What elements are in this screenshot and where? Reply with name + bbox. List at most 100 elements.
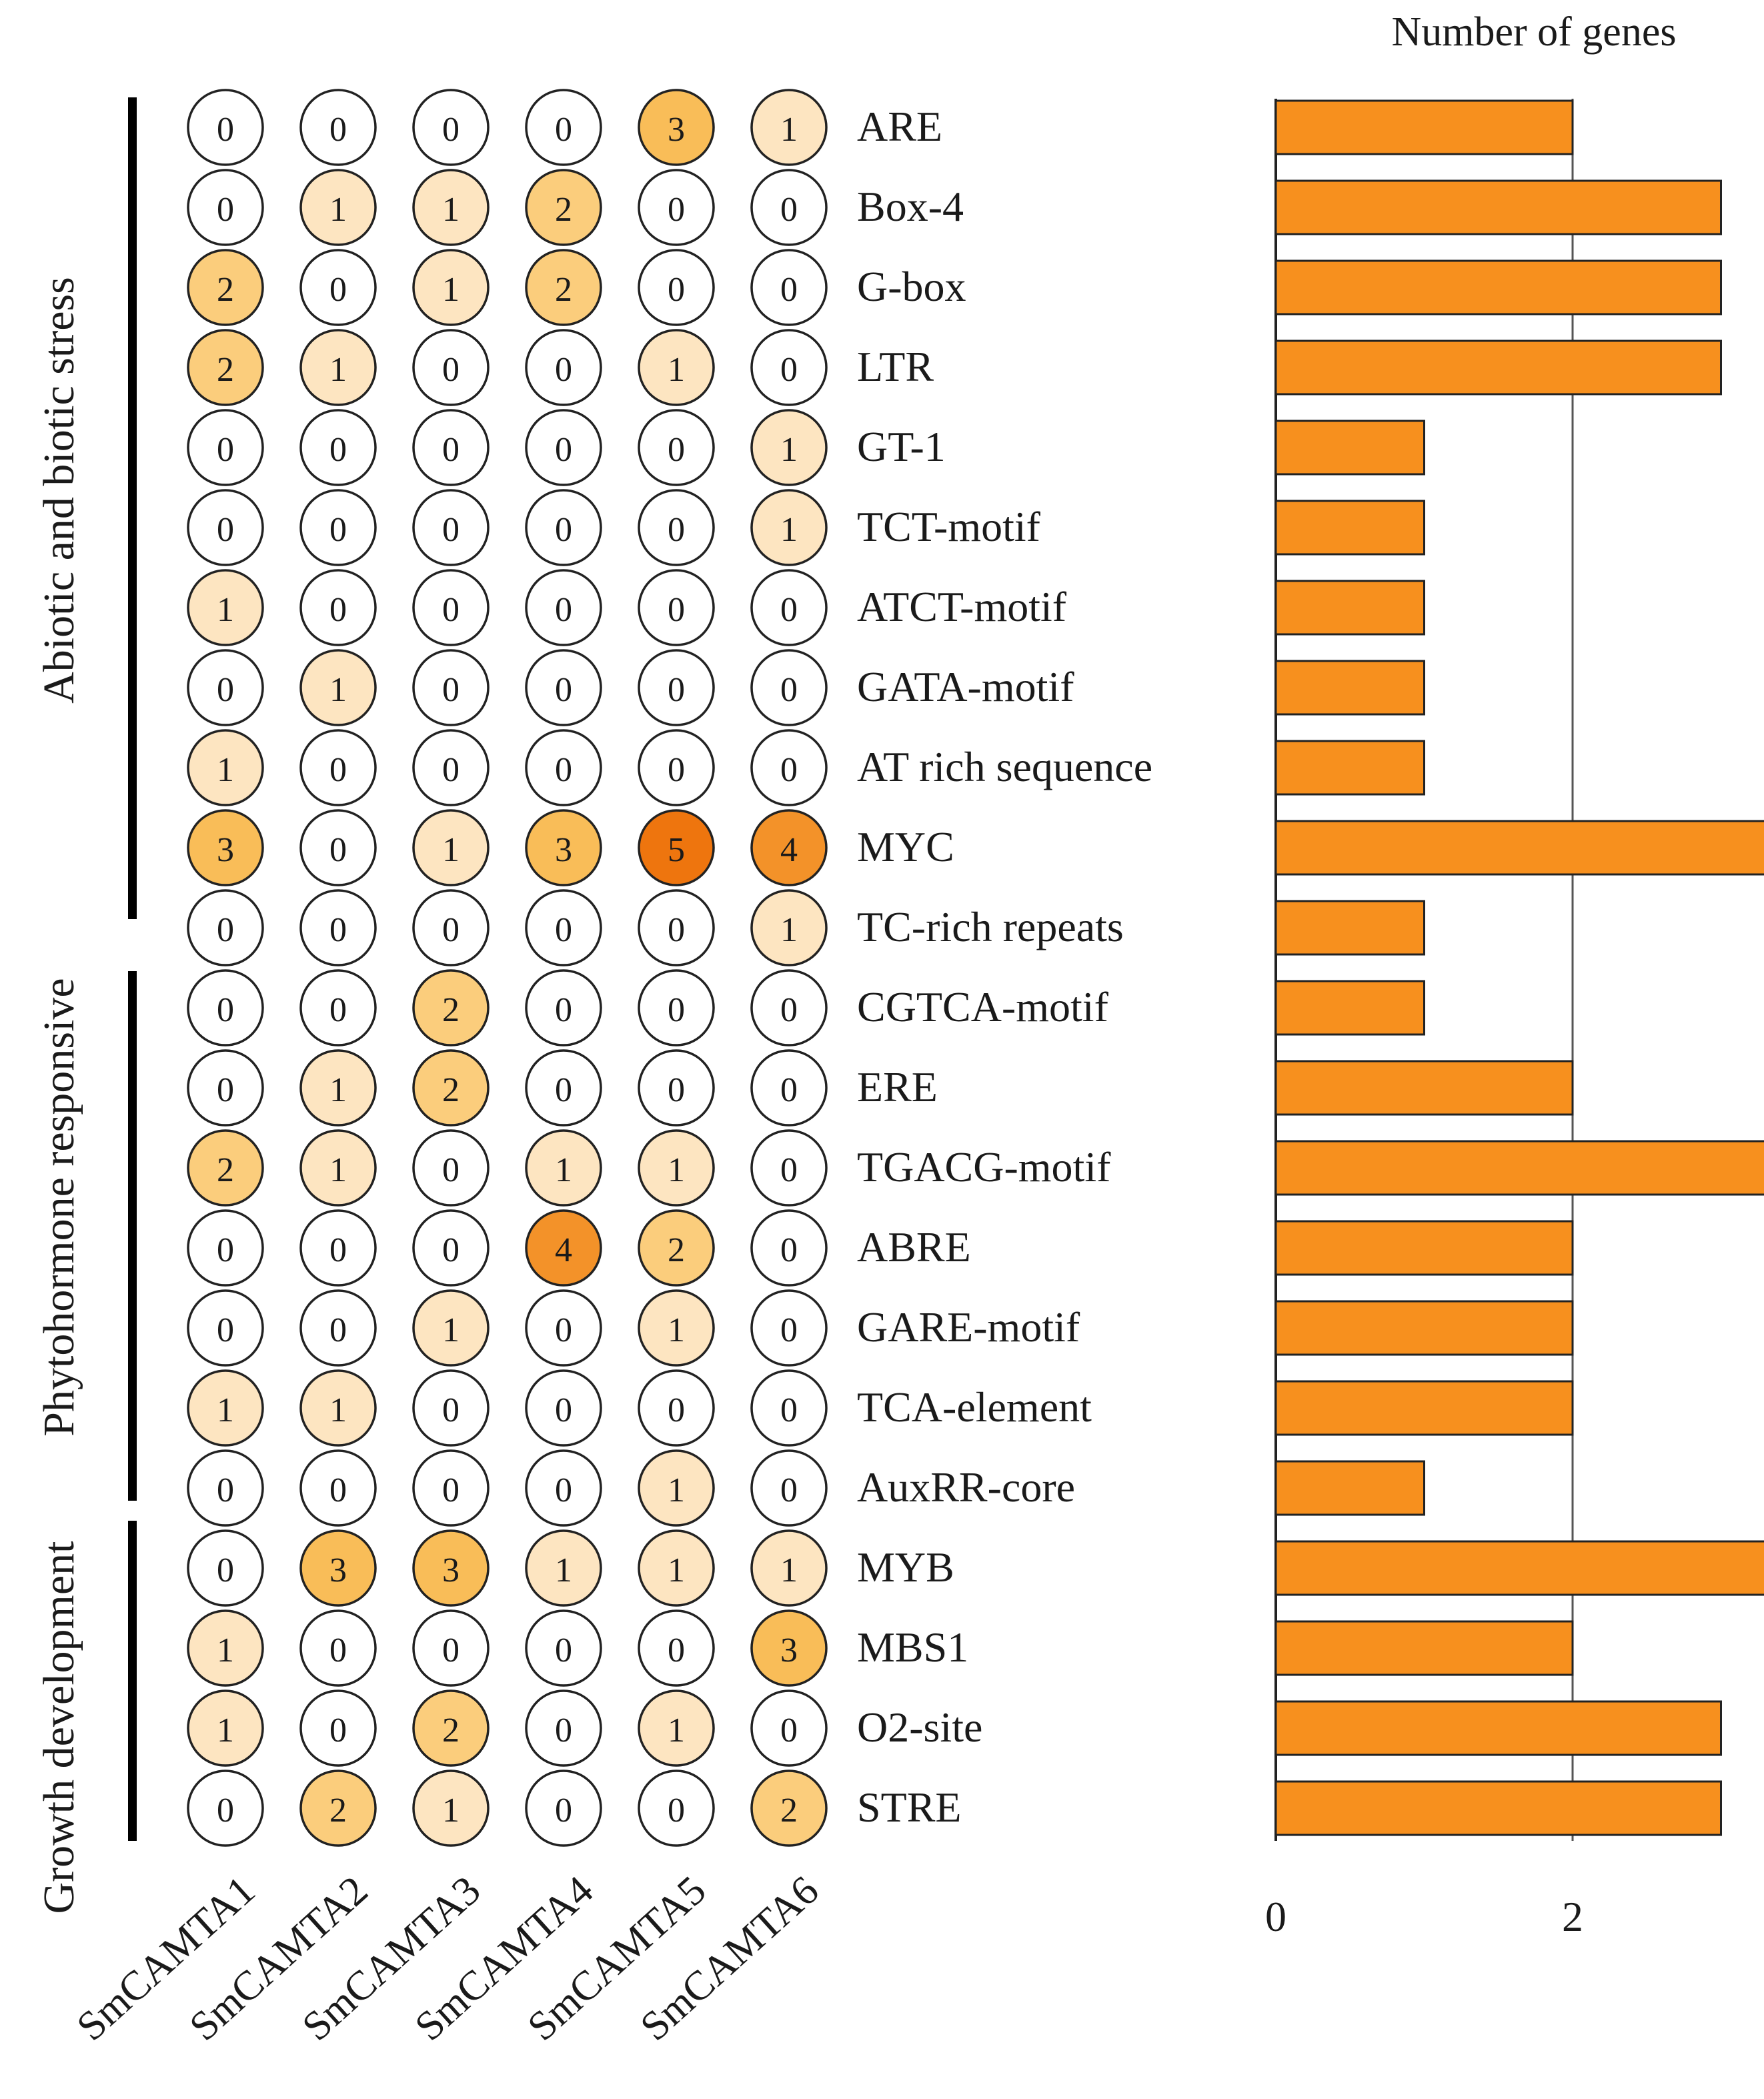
heat-cell (299, 249, 377, 326)
heat-cell-value: 0 (668, 1631, 685, 1669)
element-label: O2-site (857, 1703, 982, 1751)
heat-cell-value: 0 (217, 911, 234, 949)
heat-cell-value: 0 (217, 431, 234, 469)
heat-cell-value: 0 (555, 1071, 572, 1109)
element-label: TGACG-motif (857, 1143, 1111, 1191)
heat-cell-value: 2 (329, 1792, 347, 1830)
bar (1274, 500, 1425, 556)
heat-cell-value: 0 (217, 991, 234, 1029)
heat-cell-value: 0 (668, 591, 685, 629)
heat-cell-value: 0 (329, 511, 347, 549)
heat-cell (187, 329, 264, 406)
heat-cell-value: 0 (329, 431, 347, 469)
heat-cell-value: 3 (668, 111, 685, 149)
bar (1274, 1700, 1722, 1756)
heat-cell (299, 1369, 377, 1447)
element-label: GARE-motif (857, 1303, 1080, 1351)
bar (1274, 420, 1425, 476)
heat-cell-value: 1 (329, 191, 347, 229)
heat-cell (638, 329, 715, 406)
heat-cell-value: 1 (442, 271, 460, 309)
heat-cell-value: 0 (780, 591, 798, 629)
heat-cell-value: 1 (217, 1711, 234, 1750)
bar (1274, 1780, 1722, 1836)
heat-cell (525, 1049, 602, 1127)
heat-cell-value: 0 (780, 1471, 798, 1509)
heat-cell-value: 2 (217, 271, 234, 309)
heat-cell-value: 1 (780, 111, 798, 149)
bar (1274, 820, 1764, 876)
heat-cell-value: 0 (329, 1311, 347, 1349)
heat-cell (187, 409, 264, 486)
heat-cell (299, 1529, 377, 1607)
bar (1274, 900, 1425, 956)
heat-cell (412, 249, 490, 326)
heat-cell (187, 1209, 264, 1287)
heat-cell-value: 0 (555, 1711, 572, 1750)
heat-cell-value: 1 (555, 1151, 572, 1189)
heat-cell-value: 2 (668, 1231, 685, 1269)
bar-tick-label: 2 (1562, 1893, 1583, 1940)
heat-cell-value: 1 (668, 1711, 685, 1750)
element-label: STRE (857, 1784, 961, 1831)
bar-chart-title: Number of genes (1392, 9, 1677, 55)
heat-cell (412, 489, 490, 566)
heat-cell (638, 1449, 715, 1527)
heat-cell-value: 0 (217, 191, 234, 229)
heat-cell-value: 0 (442, 911, 460, 949)
heat-cell (187, 489, 264, 566)
heat-cell-value: 0 (780, 1711, 798, 1750)
heat-cell-value: 0 (555, 431, 572, 469)
heat-cell-value: 0 (780, 271, 798, 309)
heat-cell (750, 89, 828, 166)
heat-cell (525, 729, 602, 806)
heat-cell-value: 1 (329, 1391, 347, 1429)
heat-cell-value: 0 (217, 111, 234, 149)
heat-cell (525, 1129, 602, 1207)
heat-cell (412, 1209, 490, 1287)
heat-cell-value: 0 (668, 1391, 685, 1429)
heat-cell (638, 969, 715, 1046)
heat-cell (638, 809, 715, 886)
heat-cell-value: 0 (668, 991, 685, 1029)
heat-cell-value: 0 (780, 671, 798, 709)
heat-cell (525, 249, 602, 326)
heat-cell-value: 1 (442, 1311, 460, 1349)
heat-cell-value: 0 (555, 111, 572, 149)
bar (1274, 1220, 1574, 1276)
heat-cell-value: 2 (555, 191, 572, 229)
heat-cell (299, 1609, 377, 1687)
bar (1274, 1300, 1574, 1356)
heat-cell (299, 1049, 377, 1127)
bar (1274, 99, 1574, 155)
heat-cell-value: 0 (780, 1151, 798, 1189)
heat-cell-value: 0 (668, 911, 685, 949)
bar (1274, 1060, 1574, 1116)
heat-cell (187, 249, 264, 326)
heat-cell-value: 0 (668, 1792, 685, 1830)
heat-cell-value: 0 (442, 591, 460, 629)
bar-series (1274, 99, 1764, 1836)
heat-cell-value: 0 (329, 911, 347, 949)
group-bracket (128, 97, 137, 919)
heat-cell-value: 1 (442, 831, 460, 869)
heat-cell (638, 1770, 715, 1847)
heat-cell (412, 729, 490, 806)
group-label: Phytohormone responsive (35, 978, 83, 1436)
bar-x-axis: 0246 (1265, 1893, 1583, 1940)
element-label: MYB (857, 1543, 954, 1591)
heat-cell (750, 1689, 828, 1767)
heat-cell (750, 409, 828, 486)
heat-cell (187, 1369, 264, 1447)
heat-cell-value: 2 (442, 1071, 460, 1109)
heat-cell-value: 5 (668, 831, 685, 869)
heat-cell-value: 0 (668, 191, 685, 229)
heat-cell (187, 969, 264, 1046)
bar-tick-label: 0 (1265, 1893, 1286, 1940)
heat-cell-value: 0 (555, 1311, 572, 1349)
heat-cell-value: 1 (780, 911, 798, 949)
element-labels: ARE Box-4 G-box LTR GT-1 TCT-motif ATCT-motif G… (857, 103, 1152, 1831)
heat-cell (299, 409, 377, 486)
heat-cell (750, 809, 828, 886)
heat-cell-value: 0 (555, 1792, 572, 1830)
